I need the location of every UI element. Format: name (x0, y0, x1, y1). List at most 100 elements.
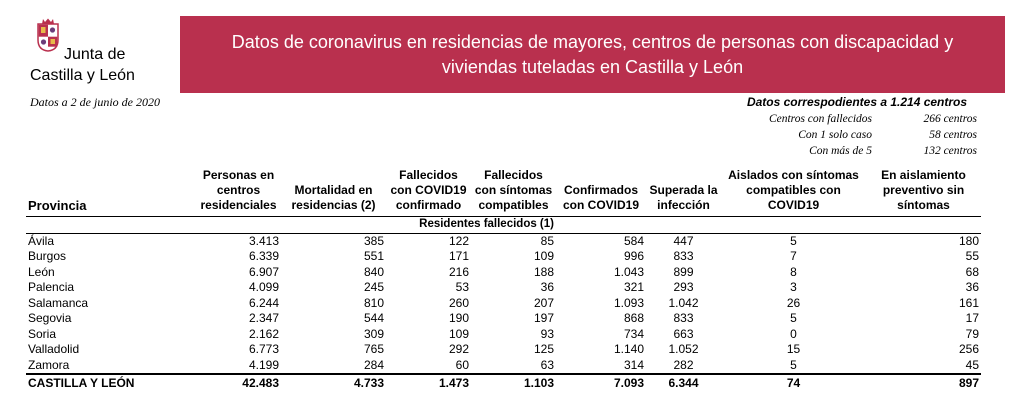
col-header-fallecidos-confirmado: Fallecidos con COVID19 confirmado (386, 168, 471, 217)
summary-title: Datos correspodientes a 1.214 centros (746, 95, 968, 109)
value-cell: 833 (673, 249, 694, 263)
value-cell: 171 (448, 249, 469, 263)
value-cell: 42.483 (196, 373, 281, 392)
value-cell: 8 (790, 264, 797, 279)
value-cell: 810 (363, 295, 384, 310)
table-row: Salamanca 6.244 810 260 207 1.093 1.042 26 161 (26, 296, 981, 312)
value-cell: 55 (965, 249, 979, 263)
value-cell: 68 (965, 264, 979, 279)
value-cell: 447 (673, 233, 694, 248)
value-cell: 765 (363, 342, 384, 356)
value-cell: 36 (965, 280, 979, 294)
table-row: Palencia 4.099 245 53 36 321 293 3 36 (26, 280, 981, 296)
col-header-mortalidad: Mortalidad en residencias (2) (281, 168, 386, 217)
value-cell: 125 (533, 342, 554, 356)
subheader-row: Residentes fallecidos (1) (26, 216, 981, 234)
org-name-line1: Junta de (64, 46, 126, 63)
table-row: Segovia 2.347 544 190 197 868 833 5 17 (26, 311, 981, 327)
value-cell: 4.733 (281, 373, 386, 392)
value-cell: 3 (790, 280, 797, 294)
junta-logo: Junta de Castilla y León (30, 16, 180, 92)
table-row: Burgos 6.339 551 171 109 996 833 7 55 (26, 249, 981, 265)
value-cell: 74 (721, 373, 866, 392)
subheader-residentes-fallecidos: Residentes fallecidos (1) (386, 216, 556, 234)
value-cell: 5 (790, 233, 797, 248)
value-cell: 4.199 (248, 357, 279, 372)
residences-data-table: Provincia Personas en centros residencia… (26, 168, 981, 392)
value-cell: 284 (363, 357, 384, 372)
value-cell: 899 (673, 264, 694, 279)
value-cell: 551 (363, 249, 384, 263)
value-cell: 7 (790, 249, 797, 263)
value-cell: 6.244 (248, 295, 279, 310)
value-cell: 3.413 (248, 233, 279, 248)
total-row: CASTILLA Y LEÓN 42.483 4.733 1.473 1.103 7.09… (26, 373, 981, 392)
table-row: Soria 2.162 309 109 93 734 663 0 79 (26, 327, 981, 343)
value-cell: 1.052 (668, 342, 699, 356)
value-cell: 161 (958, 295, 979, 310)
value-cell: 17 (965, 311, 979, 325)
value-cell: 109 (448, 326, 469, 341)
value-cell: 293 (673, 280, 694, 294)
province-cell: Soria (28, 326, 57, 341)
province-cell: Salamanca (28, 295, 89, 310)
value-cell: 216 (448, 264, 469, 279)
summary-value: 58 centros (929, 129, 977, 141)
value-cell: 53 (455, 280, 469, 294)
coat-of-arms-icon (37, 18, 59, 52)
province-cell: Valladolid (28, 342, 80, 356)
value-cell: 15 (786, 342, 801, 356)
col-header-confirmados: Confirmados con COVID19 (556, 168, 646, 217)
value-cell: 188 (533, 264, 554, 279)
table-row: León 6.907 840 216 188 1.043 899 8 68 (26, 265, 981, 281)
value-cell: 840 (363, 264, 384, 279)
value-cell: 79 (965, 326, 979, 341)
value-cell: 663 (673, 326, 694, 341)
summary-label: Con más de 5 (809, 145, 872, 157)
value-cell: 868 (623, 311, 644, 325)
org-name-line2: Castilla y León (30, 67, 135, 84)
value-cell: 122 (448, 233, 469, 248)
province-cell: Palencia (28, 280, 75, 294)
col-header-fallecidos-sintomas: Fallecidos con síntomas compatibles (471, 168, 556, 217)
value-cell: 734 (623, 326, 644, 341)
table-header-row: Provincia Personas en centros residencia… (26, 168, 981, 217)
summary-row: Con más de 5 132 centros (727, 143, 987, 159)
value-cell: 4.099 (248, 280, 279, 294)
value-cell: 6.907 (248, 264, 279, 279)
value-cell: 292 (448, 342, 469, 356)
value-cell: 833 (673, 311, 694, 325)
value-cell: 1.103 (471, 373, 556, 392)
value-cell: 1.042 (668, 295, 699, 310)
value-cell: 1.473 (386, 373, 471, 392)
summary-value: 132 centros (923, 145, 977, 157)
value-cell: 0 (790, 326, 797, 341)
value-cell: 93 (540, 326, 554, 341)
province-cell: Burgos (28, 249, 67, 263)
summary-row: Con 1 solo caso 58 centros (727, 127, 987, 143)
province-cell: Zamora (28, 357, 70, 372)
value-cell: 2.162 (248, 326, 279, 341)
value-cell: 5 (790, 357, 797, 372)
summary-label: Con 1 solo caso (798, 129, 872, 141)
value-cell: 321 (623, 280, 644, 294)
summary-label: Centros con fallecidos (768, 113, 872, 125)
value-cell: 1.093 (613, 295, 644, 310)
value-cell: 6.773 (248, 342, 279, 356)
value-cell: 260 (448, 295, 469, 310)
value-cell: 60 (455, 357, 469, 372)
date-note: Datos a 2 de junio de 2020 (30, 95, 160, 109)
table-row: Zamora 4.199 284 60 63 314 282 5 45 (26, 358, 981, 375)
value-cell: 385 (363, 233, 384, 248)
value-cell: 245 (363, 280, 384, 294)
value-cell: 190 (448, 311, 469, 325)
value-cell: 26 (786, 295, 801, 310)
value-cell: 85 (540, 233, 554, 248)
value-cell: 544 (363, 311, 384, 325)
value-cell: 63 (540, 357, 554, 372)
value-cell: 6.339 (248, 249, 279, 263)
table-row: Ávila 3.413 385 122 85 584 447 5 180 (26, 233, 981, 249)
centers-summary: Datos correspodientes a 1.214 centros Ce… (727, 95, 987, 159)
province-cell: León (28, 264, 55, 279)
value-cell: 180 (958, 233, 979, 248)
